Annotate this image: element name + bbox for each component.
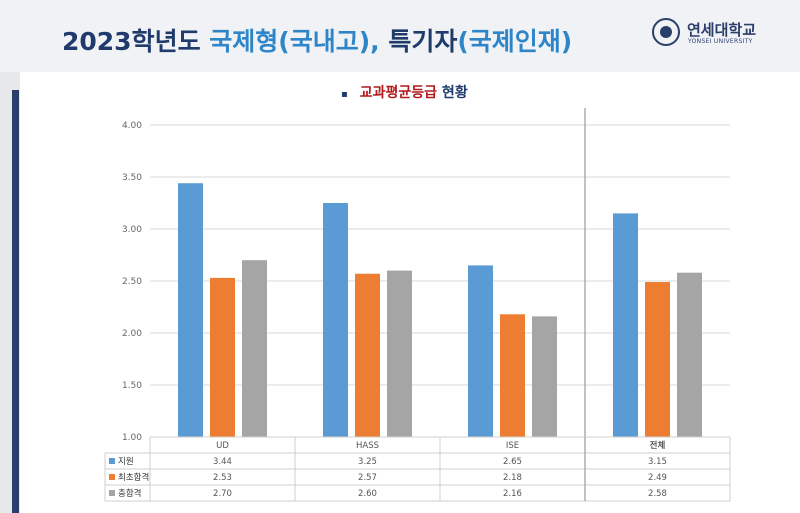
- chart-subtitle: ▪ 교과평균등급 현황: [341, 82, 468, 102]
- subtitle-rest: 현황: [437, 85, 468, 101]
- data-label: 2.53: [213, 473, 232, 483]
- seal-icon: [652, 18, 680, 46]
- subtitle-highlight: 교과평균등급: [359, 85, 438, 101]
- data-label: 2.70: [213, 489, 232, 499]
- data-label: 2.65: [503, 457, 522, 467]
- x-tick-label: 전체: [650, 440, 666, 451]
- legend-swatch: [109, 458, 115, 464]
- y-tick-label: 2.00: [122, 329, 142, 339]
- x-tick-label: UD: [216, 441, 229, 451]
- y-tick-label: 2.50: [122, 277, 142, 287]
- bar: [500, 314, 525, 437]
- title-talent: (국제인재): [457, 27, 573, 56]
- logo-subtext: YONSEI UNIVERSITY: [688, 38, 753, 45]
- bar: [613, 213, 638, 437]
- bar: [242, 260, 267, 437]
- data-label: 3.44: [213, 457, 232, 467]
- bar: [468, 265, 493, 437]
- bar: [645, 282, 670, 437]
- data-label: 2.60: [358, 489, 377, 499]
- data-label: 3.15: [648, 457, 667, 467]
- y-tick-label: 1.00: [122, 433, 142, 443]
- logo-name: 연세대학교: [687, 21, 757, 39]
- y-tick-label: 4.00: [122, 121, 142, 131]
- legend-label: 최초합격: [118, 472, 149, 483]
- legend-label: 지원: [118, 457, 134, 467]
- title-year: 2023학년도: [62, 27, 210, 56]
- bar: [355, 273, 380, 437]
- x-tick-label: ISE: [506, 441, 519, 451]
- y-tick-label: 1.50: [122, 381, 142, 391]
- legend-swatch: [109, 474, 115, 480]
- title-international: 국제형(국내고),: [209, 27, 389, 56]
- title-special: 특기자: [388, 27, 458, 56]
- data-label: 2.58: [648, 489, 667, 499]
- x-tick-label: HASS: [356, 441, 379, 451]
- bullet-icon: ▪: [341, 89, 348, 100]
- data-label: 2.49: [648, 473, 667, 483]
- data-label: 2.57: [358, 473, 377, 483]
- bar: [532, 316, 557, 437]
- bar: [387, 270, 412, 437]
- y-tick-label: 3.00: [122, 225, 142, 235]
- left-accent-bar: [12, 90, 19, 513]
- data-label: 3.25: [358, 457, 377, 467]
- legend-swatch: [109, 490, 115, 496]
- bar: [178, 183, 203, 437]
- page-title: 2023학년도 국제형(국내고), 특기자(국제인재): [62, 22, 572, 58]
- y-tick-label: 3.50: [122, 173, 142, 183]
- bar: [323, 203, 348, 437]
- data-label: 2.16: [503, 489, 522, 499]
- bar: [210, 277, 235, 437]
- legend-label: 충합격: [118, 488, 141, 499]
- bar: [677, 272, 702, 437]
- data-label: 2.18: [503, 473, 522, 483]
